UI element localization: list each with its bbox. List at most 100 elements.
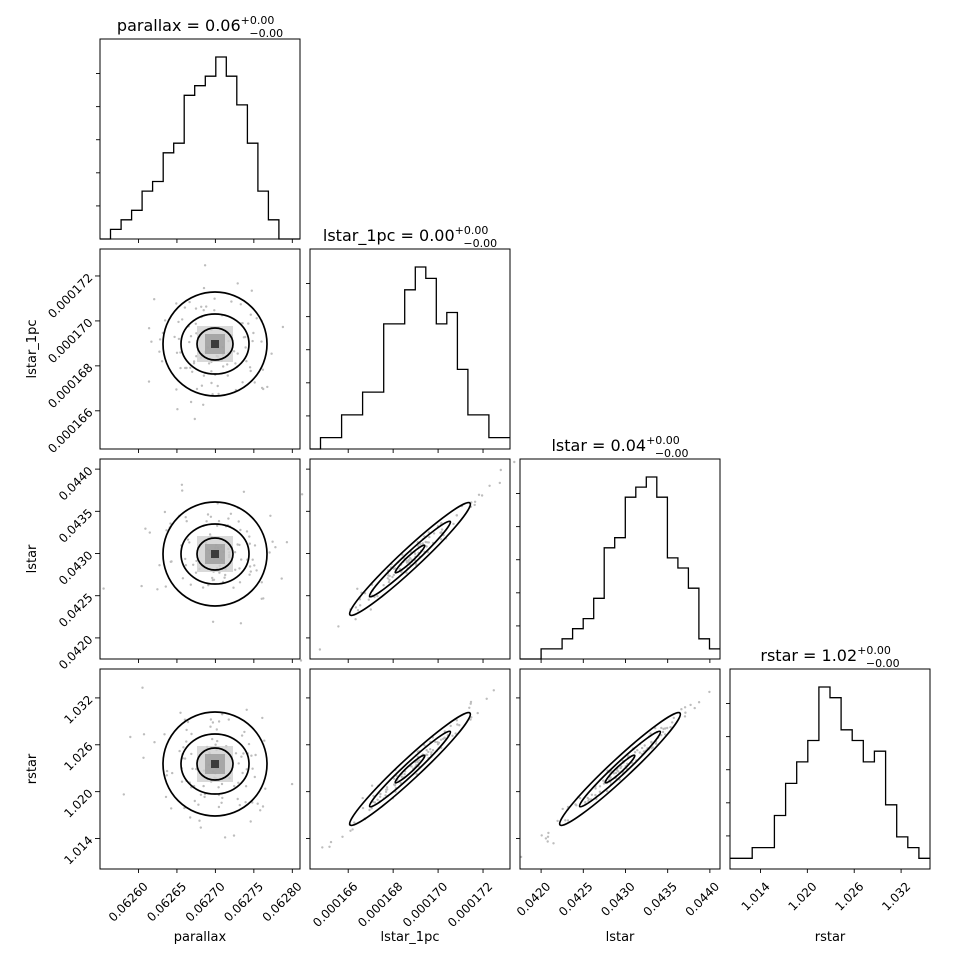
title-err-plus: +0.00 xyxy=(646,434,680,447)
sample-point xyxy=(387,580,391,584)
sample-point xyxy=(384,794,387,797)
sample-point xyxy=(449,724,452,728)
sample-point xyxy=(280,577,283,580)
sample-point xyxy=(238,581,242,584)
sample-point xyxy=(251,339,254,343)
hist-panel-rstar: rstar = 1.02+0.00 −0.00 1.014 1.020 1.026 1.0… xyxy=(726,644,931,945)
sample-point xyxy=(249,313,252,316)
sample-point xyxy=(190,752,193,756)
contour-middle xyxy=(180,523,250,585)
panel-frame xyxy=(99,668,301,870)
sample-point xyxy=(379,792,382,796)
sample-point xyxy=(236,543,239,546)
sample-point xyxy=(263,739,266,742)
sample-point xyxy=(209,718,213,721)
sample-point xyxy=(376,594,379,598)
sample-point xyxy=(215,728,218,731)
sample-point xyxy=(224,573,227,577)
sample-point xyxy=(238,543,241,547)
scatter-panel-parallax-rstar: 1.0141.0201.0261.032rstar0.062600.062650… xyxy=(25,668,305,945)
sample-point xyxy=(650,741,653,744)
sample-point xyxy=(195,355,198,358)
sample-point xyxy=(181,577,185,580)
sample-point xyxy=(240,755,243,758)
sample-point xyxy=(248,366,252,369)
sample-point xyxy=(122,793,126,796)
sample-point xyxy=(253,775,256,779)
sample-point xyxy=(213,309,216,312)
sample-point xyxy=(245,360,248,363)
sample-point xyxy=(163,319,167,322)
contour-inner xyxy=(196,327,234,361)
sample-point xyxy=(170,560,173,563)
sample-point xyxy=(245,768,248,771)
sample-point xyxy=(407,558,410,562)
sample-point xyxy=(170,807,173,810)
sample-point xyxy=(605,789,609,793)
sample-point xyxy=(256,802,259,805)
title-lstar: lstar = 0.04+0.00 −0.00 xyxy=(551,434,688,460)
sample-point xyxy=(441,737,445,741)
sample-point xyxy=(240,558,243,561)
sample-point xyxy=(202,403,205,406)
sample-point xyxy=(102,587,105,590)
sample-point xyxy=(179,711,182,714)
sample-point xyxy=(488,484,491,487)
contour-middle xyxy=(368,520,452,598)
sample-point xyxy=(473,500,477,503)
x-tick-label: 0.0425 xyxy=(556,879,596,919)
sample-point xyxy=(425,545,428,548)
sample-point xyxy=(247,742,251,746)
x-tick-label: 0.0440 xyxy=(683,879,723,919)
sample-point xyxy=(261,805,265,808)
sample-point xyxy=(609,776,612,779)
sample-point xyxy=(209,725,212,728)
sample-point xyxy=(242,752,245,755)
sample-point xyxy=(452,522,455,526)
y-tick-label: 0.0435 xyxy=(56,506,96,546)
sample-point xyxy=(429,748,432,751)
sample-point xyxy=(181,489,184,492)
sample-point xyxy=(200,305,203,308)
sample-point xyxy=(189,816,192,819)
sample-point xyxy=(144,527,147,530)
sample-point xyxy=(392,573,396,577)
sample-point xyxy=(163,733,166,736)
sample-point xyxy=(468,706,471,709)
sample-point xyxy=(654,727,657,730)
sample-point xyxy=(662,727,665,731)
sample-point xyxy=(434,740,437,744)
sample-point xyxy=(427,541,430,544)
sample-point xyxy=(173,335,176,339)
sample-point xyxy=(211,620,215,623)
sample-point xyxy=(271,540,274,543)
sample-point xyxy=(181,318,184,321)
contour-outer xyxy=(162,711,268,817)
sample-point xyxy=(671,721,674,724)
sample-point xyxy=(211,576,214,580)
panel-frame xyxy=(309,458,511,660)
sample-point xyxy=(260,340,263,343)
sample-point xyxy=(150,340,153,343)
sample-point xyxy=(351,828,354,831)
sample-point xyxy=(233,784,236,788)
sample-point xyxy=(651,746,654,749)
sample-point xyxy=(476,711,479,715)
sample-point xyxy=(189,583,192,586)
sample-point xyxy=(259,809,262,812)
sample-point xyxy=(184,564,188,567)
sample-point xyxy=(697,701,701,704)
contour-middle xyxy=(180,313,250,375)
sample-point xyxy=(379,795,382,798)
sample-point xyxy=(469,700,473,704)
x-tick-label: 0.06280 xyxy=(260,879,305,924)
sample-point xyxy=(556,819,559,823)
sample-point xyxy=(201,586,205,589)
sample-point xyxy=(227,718,230,721)
x-tick-label: 0.0430 xyxy=(598,879,638,919)
sample-point xyxy=(186,720,190,724)
sample-point xyxy=(370,784,374,787)
sample-point xyxy=(672,716,675,720)
sample-point xyxy=(203,795,206,799)
